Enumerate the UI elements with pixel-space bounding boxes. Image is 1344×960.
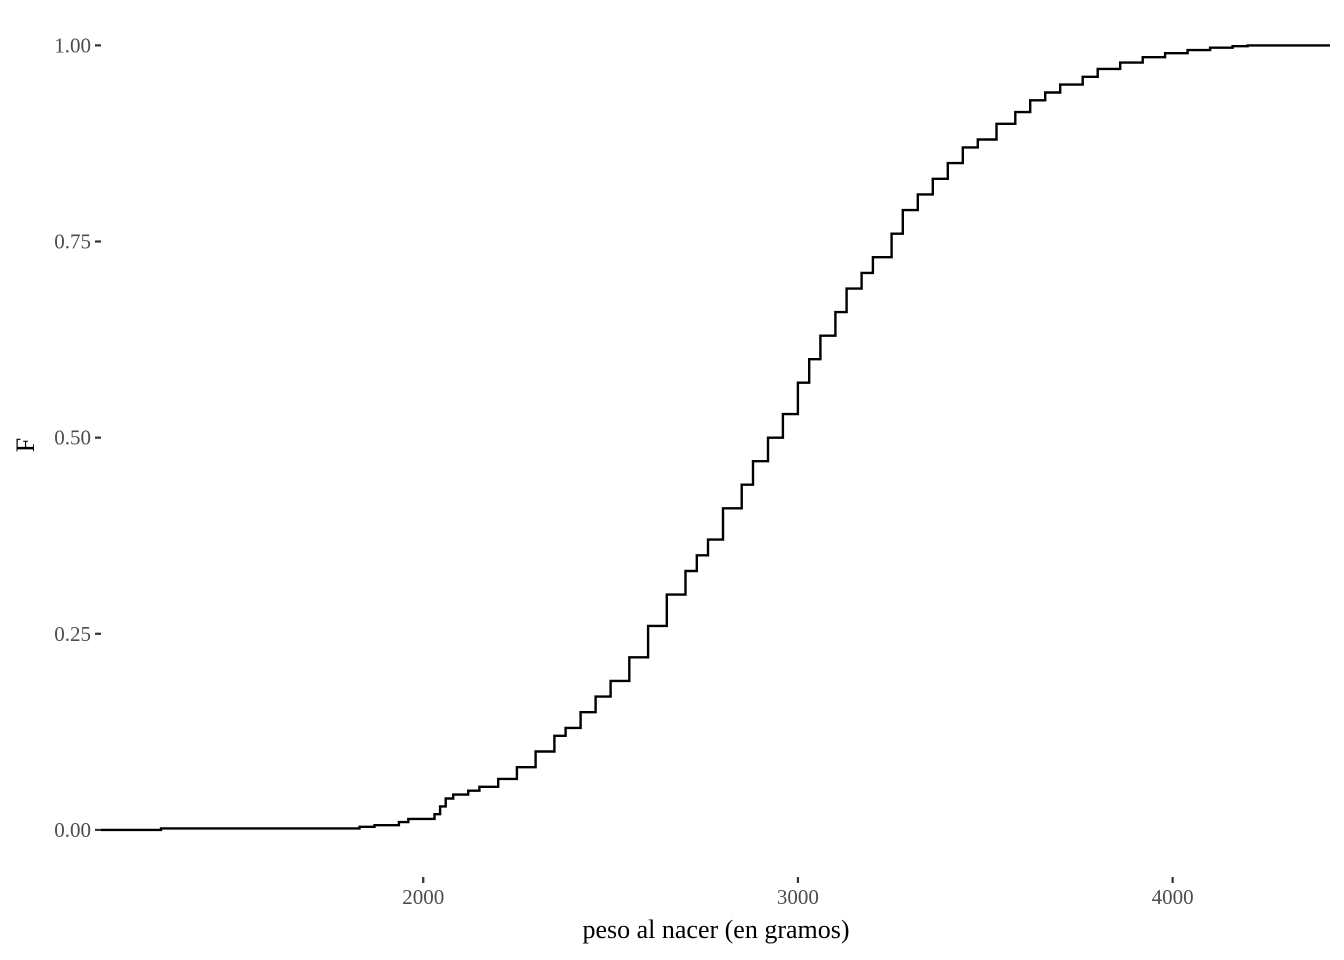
ecdf-step-line-0 bbox=[101, 44, 1330, 832]
x-tick-label-0: 2000 bbox=[402, 885, 444, 909]
plot-area bbox=[101, 44, 1330, 832]
y-tick-label-3: 0.75 bbox=[54, 230, 91, 254]
y-tick-label-1: 0.25 bbox=[54, 622, 91, 646]
x-axis: 2000 3000 4000 bbox=[402, 877, 1194, 909]
y-tick-label-0: 0.00 bbox=[54, 818, 91, 842]
x-tick-label-1: 3000 bbox=[777, 885, 819, 909]
y-tick-label-2: 0.50 bbox=[54, 426, 91, 450]
y-tick-label-4: 1.00 bbox=[54, 33, 91, 57]
x-axis-title: peso al nacer (en gramos) bbox=[582, 915, 849, 944]
y-axis-title: F bbox=[11, 438, 40, 452]
x-tick-label-2: 4000 bbox=[1152, 885, 1194, 909]
y-axis: 0.00 0.25 0.50 0.75 1.00 bbox=[54, 33, 101, 842]
